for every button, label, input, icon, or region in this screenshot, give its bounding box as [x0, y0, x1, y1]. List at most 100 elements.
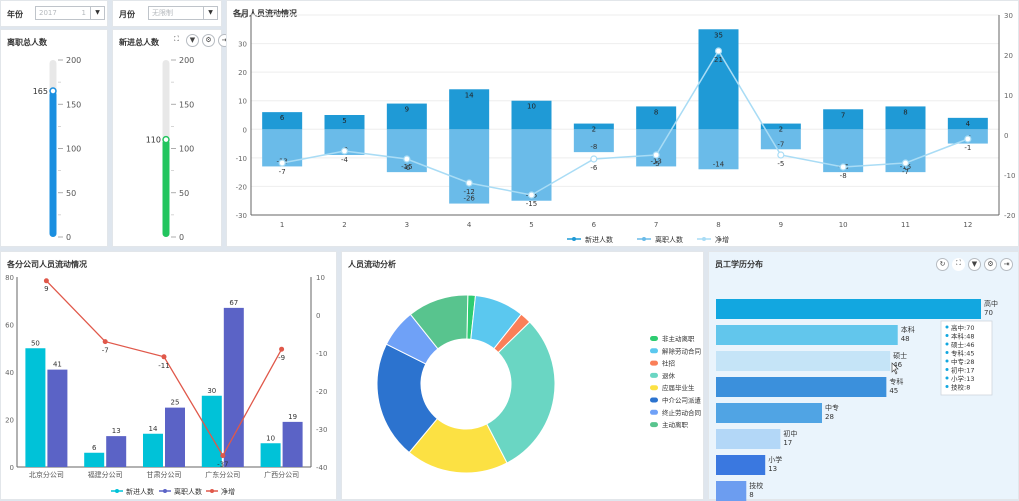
- x-tick-label: 10: [839, 221, 848, 229]
- inflow-bar: [324, 115, 365, 130]
- category-label: 本科: [901, 325, 915, 334]
- net-point: [714, 47, 723, 55]
- outflow-value-label: -13: [650, 157, 661, 165]
- filter-icon[interactable]: ▼: [186, 34, 199, 47]
- year-suffix: 1: [81, 9, 86, 17]
- x-tick-label: 4: [467, 221, 472, 229]
- gauge-tick-label: 150: [179, 100, 194, 109]
- year-select[interactable]: 2017 1 ▼: [35, 6, 105, 20]
- y2-tick-label: -20: [316, 388, 327, 396]
- inflow-value-label: 8: [903, 108, 907, 116]
- inflow-bar: [573, 123, 614, 130]
- outflow-bar: [282, 421, 303, 467]
- net-point: [465, 179, 473, 187]
- x-tick-label: 6: [592, 221, 597, 229]
- gear-icon[interactable]: ⚙: [984, 258, 997, 271]
- donut-slice: [409, 294, 469, 350]
- x-tick-label: 5: [529, 221, 533, 229]
- value-label: 45: [889, 387, 898, 395]
- y-tick-label: -10: [236, 155, 247, 163]
- right-gauge-title: 新进总人数: [119, 38, 159, 47]
- month-select[interactable]: 无限制 ▼: [148, 6, 218, 20]
- fullscreen-icon[interactable]: ⛶: [952, 258, 965, 271]
- category-label: 专科: [889, 377, 903, 386]
- outflow-bar: [760, 129, 801, 150]
- export-icon[interactable]: ⇥: [1000, 258, 1013, 271]
- inflow-value-label: 8: [654, 108, 658, 116]
- gauge-marker: [162, 135, 170, 144]
- net-value-label: 9: [44, 285, 48, 293]
- inflow-bar: [201, 395, 222, 467]
- gauge-tick-label: 200: [179, 56, 194, 65]
- net-point: [102, 339, 108, 345]
- outflow-bar: [511, 129, 552, 201]
- legend-swatch: [650, 348, 658, 354]
- x-tick-label: 8: [716, 221, 720, 229]
- inflow-value-label: 4: [966, 120, 971, 128]
- gauge-tick-label: 50: [179, 189, 189, 198]
- outflow-value-label: -15: [900, 163, 911, 171]
- donut-slice: [376, 343, 439, 454]
- gauge-value: 165: [33, 87, 48, 96]
- y-tick-label: 0: [10, 464, 14, 472]
- inflow-bar: [885, 106, 926, 130]
- inflow-value-label: 10: [527, 103, 536, 111]
- y2-tick-label: -10: [316, 350, 327, 358]
- outflow-value-label: 25: [171, 399, 180, 407]
- legend-label: 终止劳动合同: [662, 408, 701, 417]
- y2-tick-label: 20: [1004, 52, 1013, 60]
- tooltip-dot: [945, 385, 949, 388]
- outflow-value-label: 67: [229, 299, 238, 307]
- net-line: [282, 49, 969, 196]
- fullscreen-icon[interactable]: ⛶: [170, 34, 183, 47]
- gauge-marker: [49, 87, 57, 95]
- x-tick-label: 7: [654, 221, 658, 229]
- gauge-tick-label: 100: [66, 145, 81, 154]
- tooltip-item: 中专:28: [951, 357, 974, 366]
- legend-label: 中介公司派遣: [662, 396, 702, 405]
- y-tick-label: 30: [238, 41, 247, 49]
- left-gauge: 165 200 150 100 50 0: [33, 56, 82, 242]
- inflow-value-label: 35: [714, 31, 723, 39]
- category-label: 小学: [768, 455, 782, 464]
- inflow-bar: [636, 106, 677, 130]
- chevron-down-icon: ▼: [90, 7, 104, 19]
- tooltip-dot: [945, 342, 949, 346]
- legend-label: 退休: [662, 371, 676, 380]
- y-tick-label: 40: [5, 369, 14, 377]
- outflow-bar: [223, 307, 244, 467]
- value-label: 17: [783, 439, 792, 447]
- legend-label: 离职人数: [174, 487, 202, 496]
- filter-icon[interactable]: ▼: [968, 258, 981, 271]
- inflow-bar: [143, 433, 163, 467]
- legend-label: 净增: [715, 235, 729, 244]
- x-tick-label: 北京分公司: [29, 470, 64, 479]
- outflow-bar: [386, 129, 427, 173]
- net-value-label: -9: [278, 354, 285, 362]
- inflow-value-label: 2: [779, 126, 783, 134]
- outflow-bar: [449, 129, 490, 204]
- category-label: 硕士: [893, 351, 907, 360]
- gear-icon[interactable]: ⚙: [202, 34, 215, 47]
- gauge-tick-label: 0: [179, 233, 184, 242]
- legend-marker: [642, 237, 646, 241]
- month-filter-panel: 月份 无限制 ▼: [112, 0, 222, 27]
- refresh-icon[interactable]: ↻: [936, 258, 949, 271]
- inflow-value-label: 14: [149, 425, 158, 433]
- left-gauge-title: 离职总人数: [7, 38, 47, 47]
- legend-label: 离职人数: [655, 235, 683, 244]
- y2-tick-label: 30: [1004, 12, 1013, 20]
- inflow-value-label: 6: [280, 114, 285, 122]
- inflow-bar: [698, 29, 739, 130]
- legend-label: 应届毕业生: [662, 383, 695, 392]
- tooltip-item: 专科:45: [951, 349, 974, 358]
- net-point: [403, 155, 411, 163]
- legend-swatch: [650, 385, 658, 391]
- net-point: [340, 147, 349, 155]
- gauge-fill: [49, 90, 57, 237]
- net-point: [220, 453, 226, 459]
- y2-tick-label: -20: [1004, 212, 1015, 220]
- net-value-label: -37: [217, 461, 228, 469]
